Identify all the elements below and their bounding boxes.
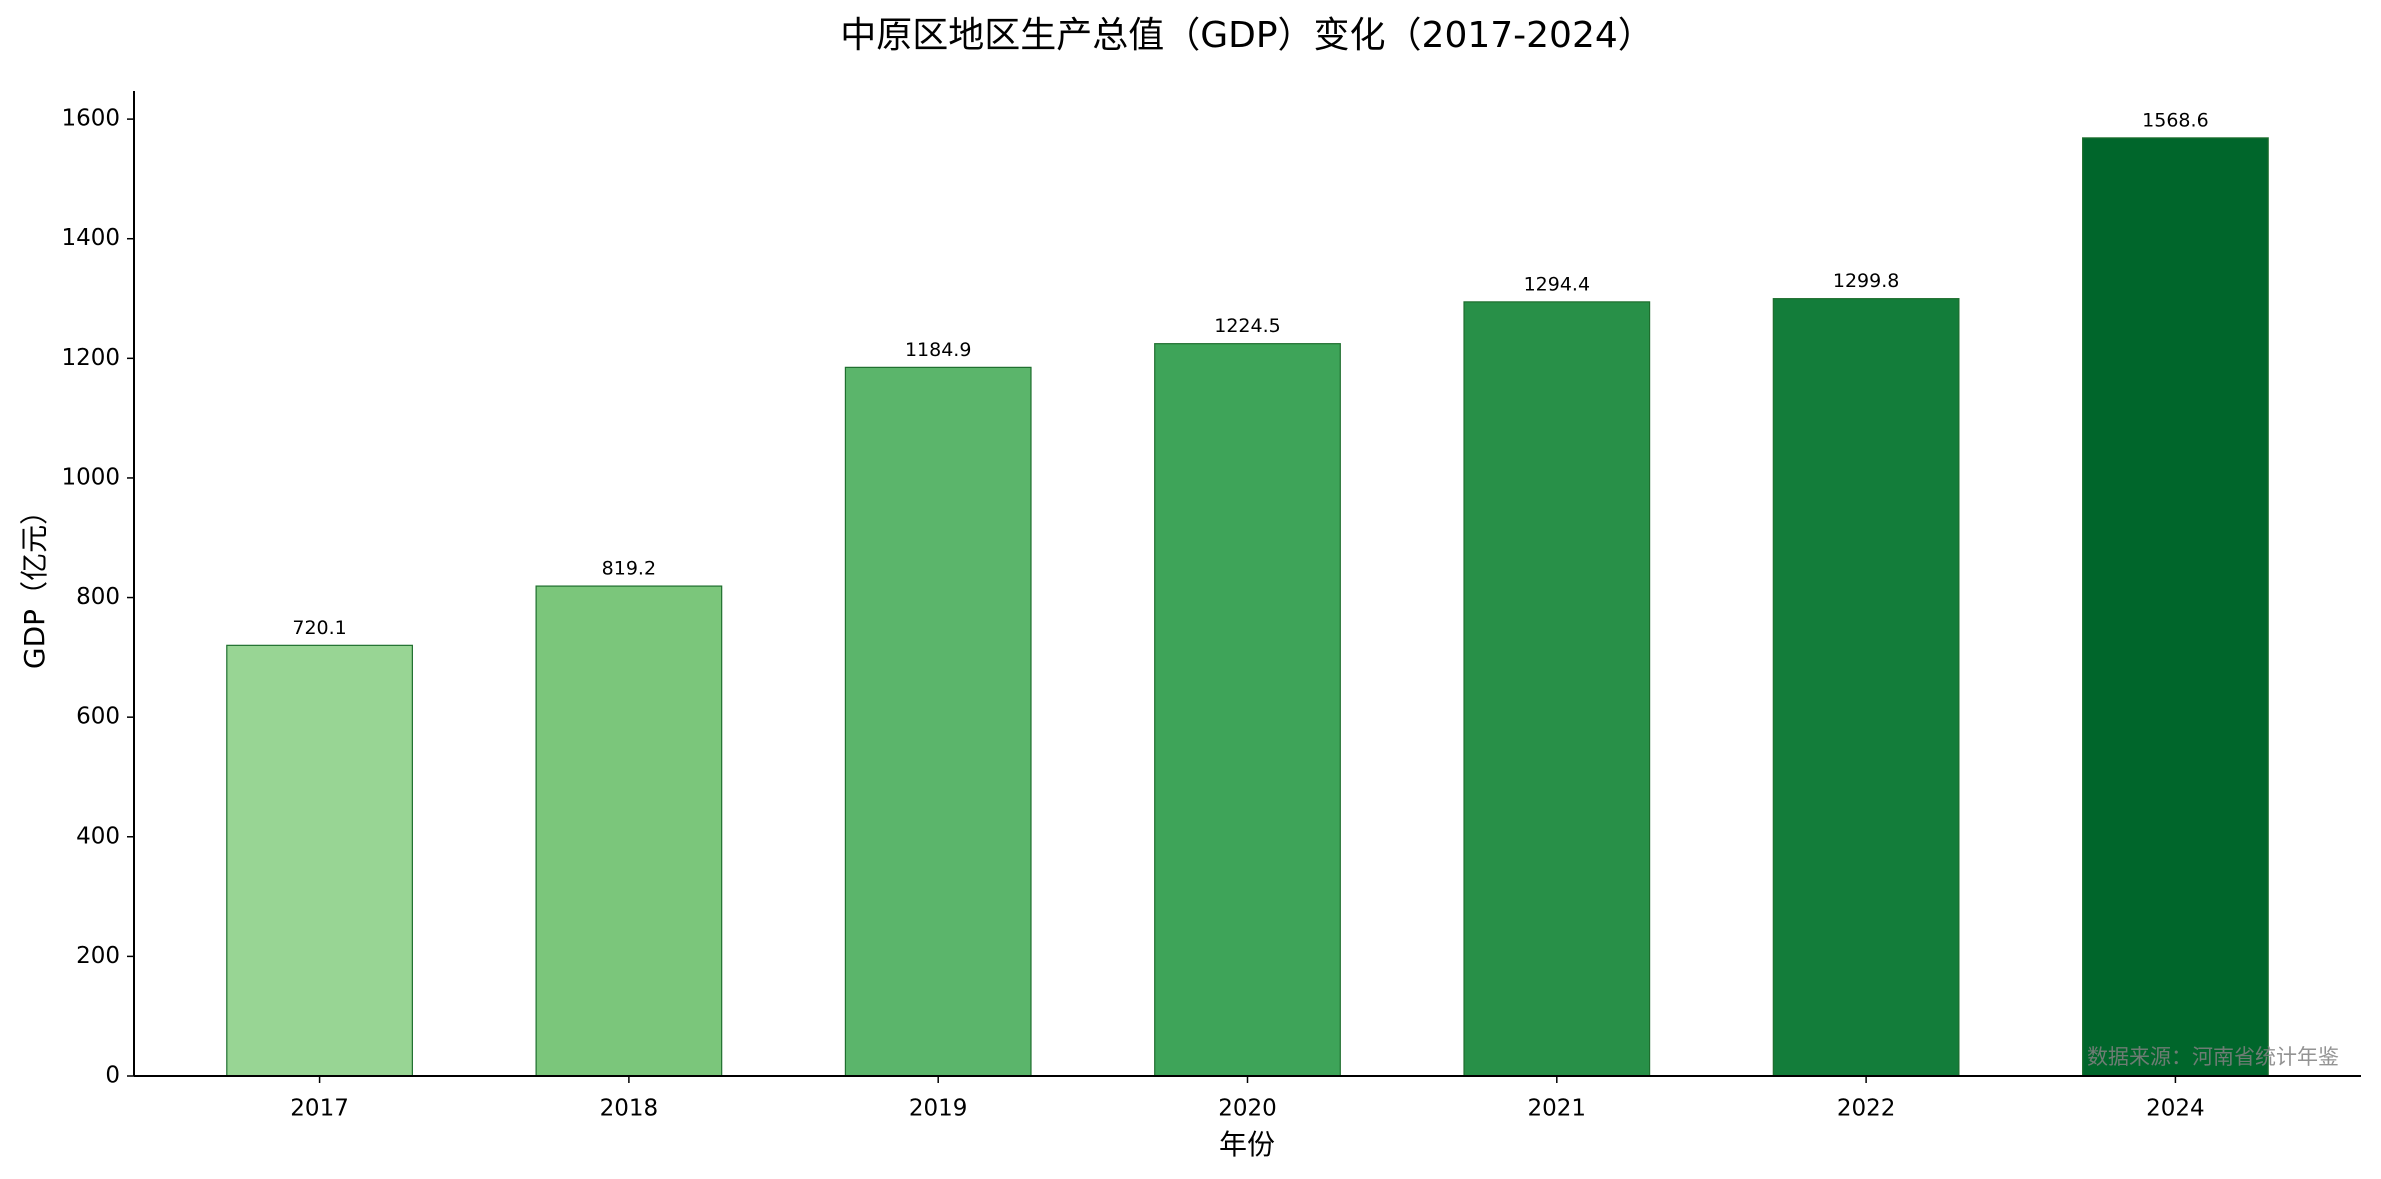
annotation: 数据来源：河南省统计年鉴 bbox=[2087, 1045, 2339, 1069]
x-tick-label: 2019 bbox=[909, 1096, 968, 1122]
x-tick-label: 2017 bbox=[290, 1096, 349, 1122]
x-tick-label: 2018 bbox=[600, 1096, 659, 1122]
value-label: 1224.5 bbox=[1214, 315, 1280, 337]
x-tick-label: 2024 bbox=[2146, 1096, 2205, 1122]
y-tick-label: 600 bbox=[76, 704, 120, 730]
bar bbox=[226, 644, 413, 1077]
y-tick-label: 1600 bbox=[61, 106, 120, 132]
x-tick-label: 2022 bbox=[1837, 1096, 1896, 1122]
y-tick-label: 400 bbox=[76, 823, 120, 849]
value-label: 1294.4 bbox=[1524, 273, 1590, 295]
value-label: 819.2 bbox=[602, 558, 656, 580]
bar bbox=[844, 366, 1032, 1077]
bar bbox=[535, 585, 723, 1077]
x-tick-label: 2021 bbox=[1528, 1096, 1587, 1122]
y-tick-label: 1000 bbox=[61, 464, 120, 490]
x-tick-label: 2020 bbox=[1218, 1096, 1277, 1122]
y-tick-label: 800 bbox=[76, 584, 120, 610]
value-label: 1299.8 bbox=[1833, 270, 1899, 292]
y-tick-label: 1200 bbox=[61, 345, 120, 371]
y-axis-label: GDP（亿元） bbox=[18, 497, 51, 669]
value-label: 1184.9 bbox=[905, 339, 971, 361]
x-axis-label: 年份 bbox=[1219, 1128, 1275, 1161]
bar bbox=[1463, 301, 1651, 1077]
y-tick-label: 1400 bbox=[61, 225, 120, 251]
bar bbox=[1154, 343, 1341, 1077]
bar bbox=[1772, 298, 1960, 1077]
value-label: 720.1 bbox=[292, 617, 346, 639]
bar bbox=[2082, 137, 2269, 1077]
chart-title: 中原区地区生产总值（GDP）变化（2017-2024） bbox=[840, 15, 1654, 56]
y-tick-label: 0 bbox=[105, 1063, 120, 1089]
y-tick-label: 200 bbox=[76, 943, 120, 969]
value-label: 1568.6 bbox=[2142, 109, 2208, 131]
